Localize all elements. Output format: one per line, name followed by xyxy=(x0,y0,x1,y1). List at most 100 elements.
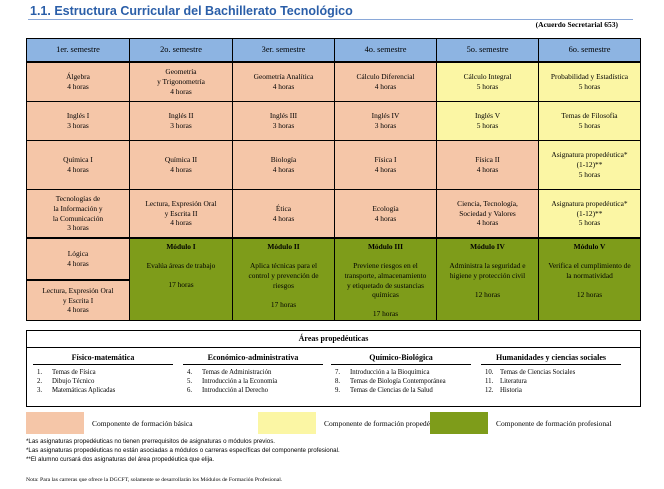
module-desc-l2: higiene y protección civil xyxy=(449,270,526,280)
module-title: Módulo V xyxy=(573,242,606,251)
subject-l1: Ecología xyxy=(372,203,399,213)
subject-l2: Sociedad y Valores xyxy=(459,208,516,218)
list-item: 12. Historia xyxy=(485,387,625,396)
subject-hours: 4 horas xyxy=(476,165,499,174)
subject-l1: Física I xyxy=(374,155,397,165)
subject-hours: 4 horas xyxy=(272,82,295,91)
page-title: 1.1. Estructura Curricular del Bachiller… xyxy=(30,4,353,18)
area-column: Económico-administrativa 4. Temas de Admin… xyxy=(179,353,327,395)
semester-header: 6o. semestre xyxy=(539,39,640,61)
list-item-number: 5. xyxy=(187,377,193,385)
subject-cell: Inglés III 3 horas xyxy=(233,102,334,140)
list-item: 5. Introducción a la Economía xyxy=(187,378,327,387)
module-desc-l1: Administra la seguridad e xyxy=(449,260,526,270)
list-item-label: Introducción a la Bioquímica xyxy=(350,369,430,376)
subject-cell: Tecnologías de la Información y la Comunic… xyxy=(27,190,129,237)
subject-l1: Ciencia, Tecnología, xyxy=(457,198,518,208)
subject-hours: 4 horas xyxy=(170,165,192,174)
list-item-label: Temas de Biología Contemporánea xyxy=(350,377,446,385)
subject-l1: Lógica xyxy=(67,249,89,259)
subject-l1: Cálculo Diferencial xyxy=(356,72,415,82)
semester-header: 2o. semestre xyxy=(130,39,232,61)
module-desc-l2: transporte, almacenamiento xyxy=(344,270,427,280)
list-item-label: Temas de Ciencias Sociales xyxy=(500,369,576,376)
module-title: Módulo IV xyxy=(470,242,505,251)
module-desc-l4: químicas xyxy=(372,290,399,300)
module-desc-l2: control y prevención de xyxy=(248,270,319,280)
list-item: 9. Temas de Ciencias de la Salud xyxy=(335,387,475,396)
subject-hours: 4 horas xyxy=(374,82,397,91)
list-item-number: 10. xyxy=(485,369,494,376)
list-item-label: Temas de Administración xyxy=(202,369,272,376)
list-item: 8. Temas de Biología Contemporánea xyxy=(335,378,475,387)
areas-title: Áreas propedéuticas xyxy=(298,334,369,343)
module-title: Módulo II xyxy=(267,242,300,251)
subject-hours: 3 horas xyxy=(170,121,192,130)
subject-cell: Asignatura propedéutica* (1-12)** 5 horas xyxy=(539,141,640,189)
subject-hours: 4 horas xyxy=(272,165,295,174)
subject-hours: 5 horas xyxy=(476,121,499,130)
subject-hours: 4 horas xyxy=(67,305,89,315)
legend-label: Componente de formación profesional xyxy=(496,418,612,428)
module-desc-l3: y etiquetado de sustancias xyxy=(347,280,424,290)
list-item-number: 1. xyxy=(37,369,43,376)
semester-header: 4o. semestre xyxy=(335,39,436,61)
areas-divider xyxy=(27,347,640,348)
semester-header: 5o. semestre xyxy=(437,39,538,61)
subject-cell: Ecología 4 horas xyxy=(335,190,436,237)
list-item-number: 6. xyxy=(187,386,193,394)
subject-hours: 5 horas xyxy=(578,121,601,130)
module-desc-l1: Verifica el cumplimiento de xyxy=(548,260,631,270)
legend-swatch xyxy=(430,412,488,434)
subject-hours: 4 horas xyxy=(170,218,192,228)
subject-hours: 4 horas xyxy=(170,86,192,96)
list-item: 6. Introducción al Derecho xyxy=(187,387,327,396)
subject-l2: y Trigonometría xyxy=(157,77,205,86)
list-item-label: Introducción a la Economía xyxy=(202,377,278,385)
subject-hours: 4 horas xyxy=(67,165,89,174)
subject-l1: Tecnologías de xyxy=(55,193,101,203)
list-item-label: Historia xyxy=(500,386,522,394)
subject-cell: Lógica 4 horas xyxy=(27,239,129,279)
semester-header-label: 2o. semestre xyxy=(160,45,202,55)
subject-cell: Cálculo Diferencial 4 horas xyxy=(335,63,436,101)
subject-cell: Ciencia, Tecnología, Sociedad y Valores 4 … xyxy=(437,190,538,237)
subject-l2: y Escrita II xyxy=(164,208,198,218)
module-title: Módulo I xyxy=(166,242,196,251)
semester-header: 3er. semestre xyxy=(233,39,334,61)
subject-l1: Inglés I xyxy=(66,111,90,121)
area-column-header: Humanidades y ciencias sociales xyxy=(481,353,621,365)
subject-cell: Temas de Filosofía 5 horas xyxy=(539,102,640,140)
list-item-label: Literatura xyxy=(500,377,527,385)
subject-l1: Lectura, Expresión Oral xyxy=(145,198,217,208)
legend-item: Componente de formación propedéutica xyxy=(258,412,445,434)
subject-cell: Física II 4 horas xyxy=(437,141,538,189)
semester-header-label: 5o. semestre xyxy=(466,45,509,55)
curriculum-grid: 1er. semestre 2o. semestre 3er. semestre 4o… xyxy=(26,38,641,321)
semester-header-label: 4o. semestre xyxy=(364,45,407,55)
subject-l1: Temas de Filosofía xyxy=(561,111,618,121)
subject-cell: Cálculo Integral 5 horas xyxy=(437,63,538,101)
subject-cell: Álgebra 4 horas xyxy=(27,63,129,101)
subject-cell: Geometría Analítica 4 horas xyxy=(233,63,334,101)
legend-swatch xyxy=(258,412,316,434)
list-item-number: 3. xyxy=(37,386,43,394)
module-desc-l2: la normatividad xyxy=(566,270,613,280)
subject-cell: Geometría y Trigonometría 4 horas xyxy=(130,63,232,101)
list-item-number: 8. xyxy=(335,377,341,385)
note-1: *Las asignaturas propedéuticas no tienen… xyxy=(26,438,276,445)
subject-l1: Inglés V xyxy=(474,111,501,121)
title-underline xyxy=(28,19,633,20)
area-subject-list: 7. Introducción a la Bioquímica 8. Temas de… xyxy=(327,369,475,395)
list-item: 1. Temas de Física xyxy=(37,369,177,378)
module-hours: 17 horas xyxy=(372,309,399,319)
subject-l1: Geometría Analítica xyxy=(253,72,314,82)
list-item-label: Matemáticas Aplicadas xyxy=(52,386,116,394)
subject-l1: Geometría xyxy=(165,67,197,77)
list-item-number: 9. xyxy=(335,386,341,394)
acuerdo-label: (Acuerdo Secretarial 653) xyxy=(535,20,618,29)
subject-cell: Inglés IV 3 horas xyxy=(335,102,436,140)
